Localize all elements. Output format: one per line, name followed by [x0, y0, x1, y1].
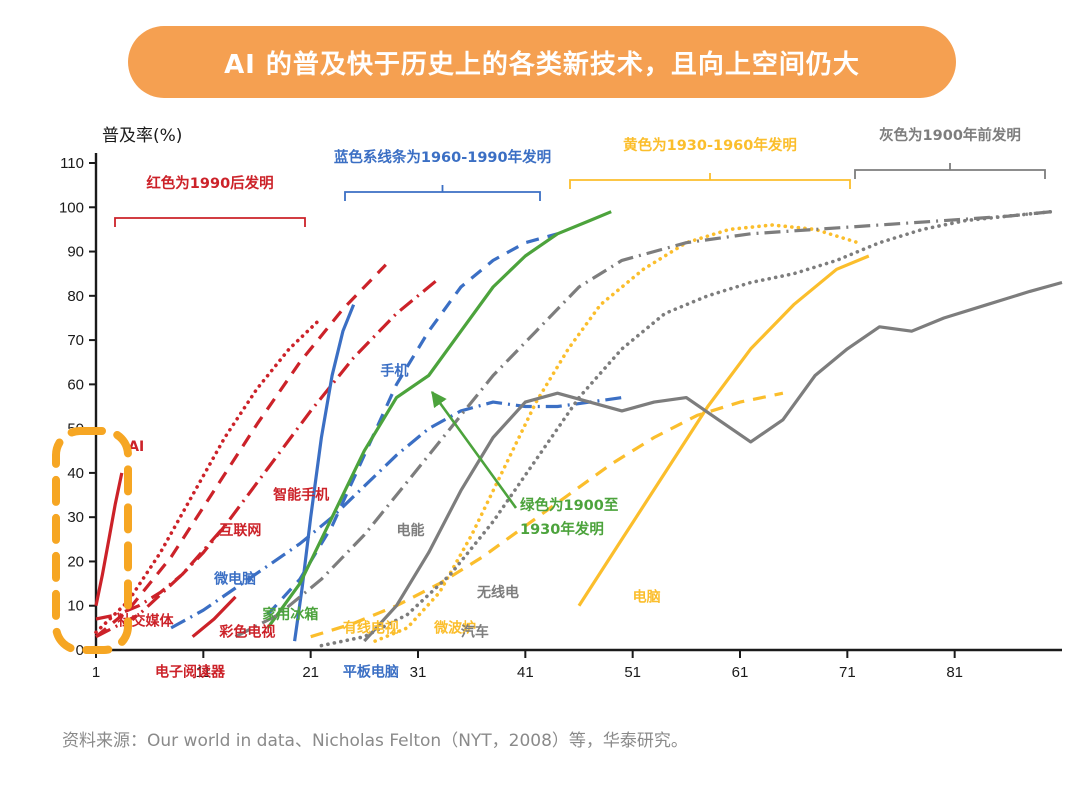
- series-label-AI: AI: [128, 439, 144, 455]
- page-title: AI 的普及快于历史上的各类新技术，且向上空间仍大: [224, 49, 860, 80]
- legend-label-gray: 灰色为1900年前发明: [879, 126, 1021, 144]
- series-label-家用冰箱: 家用冰箱: [262, 606, 318, 623]
- legend-bracket-yellow: [569, 179, 851, 189]
- y-tick-label: 0: [76, 642, 84, 659]
- chart-series-lines: [94, 209, 1063, 648]
- series-line-微波炉: [373, 223, 860, 643]
- series-label-电能: 电能: [397, 522, 425, 539]
- y-tick-label: 20: [67, 553, 84, 570]
- green-annotation-arrow: [430, 390, 518, 509]
- series-line-AI: [94, 472, 124, 607]
- series-label-手机: 手机: [380, 363, 408, 380]
- legend-bracket-blue: [344, 191, 541, 201]
- series-label-有线电视: 有线电视: [343, 619, 399, 636]
- x-tick-label: 71: [839, 664, 856, 681]
- series-label-平板电脑: 平板电脑: [343, 664, 399, 681]
- x-tick-label: 21: [302, 664, 319, 681]
- legend-bracket-red: [114, 217, 306, 227]
- series-line-微电脑: [170, 396, 623, 630]
- source-note: 资料来源：Our world in data、Nicholas Felton（N…: [62, 731, 688, 751]
- green-annotation-text-line1: 绿色为1900至: [520, 496, 619, 514]
- series-label-汽车: 汽车: [461, 624, 489, 641]
- y-axis-title: 普及率(%): [102, 126, 182, 146]
- chart-legend: 红色为1990后发明 蓝色系线条为1960-1990年发明 黄色为1930-1960…: [114, 126, 1046, 227]
- y-tick-label: 70: [67, 332, 84, 349]
- series-line-互联网: [95, 276, 441, 639]
- series-line-社交媒体: [95, 524, 227, 621]
- green-annotation-text-line2: 1930年发明: [520, 520, 604, 538]
- chart-container: 0 10 20 30 40 50 60 70 80 90 100 110 1 11 21 31 41 51 61 71…: [0, 110, 1080, 690]
- series-line-电能: [234, 210, 1052, 639]
- series-line-平板电脑: [293, 304, 356, 642]
- series-line-电脑: [577, 254, 870, 607]
- legend-label-red: 红色为1990后发明: [146, 174, 273, 192]
- y-tick-label: 30: [67, 509, 84, 526]
- y-tick-label: 40: [67, 465, 84, 482]
- ai-highlight-box: [52, 427, 132, 654]
- x-tick-label: 61: [732, 664, 749, 681]
- x-tick-label: 51: [624, 664, 641, 681]
- series-label-微波炉: 微波炉: [433, 619, 476, 636]
- x-tick-label: 81: [946, 664, 963, 681]
- series-line-汽车: [319, 209, 1054, 648]
- series-label-智能手机: 智能手机: [272, 486, 329, 503]
- series-label-无线电: 无线电: [476, 584, 519, 601]
- legend-label-blue: 蓝色系线条为1960-1990年发明: [334, 148, 551, 166]
- series-line-无线电: [363, 280, 1063, 643]
- x-tick-label: 11: [196, 664, 212, 681]
- series-line-电子阅读器: [94, 316, 324, 635]
- series-label-互联网: 互联网: [219, 523, 261, 539]
- series-line-家用冰箱: [266, 210, 612, 629]
- y-tick-label: 80: [67, 288, 84, 305]
- y-tick-label: 110: [60, 155, 84, 172]
- title-banner: AI 的普及快于历史上的各类新技术，且向上空间仍大: [128, 26, 956, 98]
- x-tick-label: 31: [410, 664, 427, 681]
- chart-annotation-green: 绿色为1900至 1930年发明: [430, 390, 619, 538]
- x-tick-label: 1: [92, 664, 100, 681]
- x-tick-label: 41: [517, 664, 534, 681]
- legend-label-yellow: 黄色为1930-1960年发明: [623, 136, 797, 154]
- series-label-电子阅读器: 电子阅读器: [155, 664, 226, 681]
- series-line-彩色电视: [191, 595, 237, 638]
- series-line-有线电视: [310, 391, 784, 639]
- series-label-微电脑: 微电脑: [213, 571, 256, 588]
- y-tick-label: 90: [67, 244, 84, 261]
- ai-highlight-rect: [52, 427, 132, 654]
- y-tick-label: 10: [67, 598, 84, 615]
- y-tick-label: 60: [67, 376, 84, 393]
- series-line-智能手机: [94, 263, 387, 638]
- y-tick-label: 100: [59, 199, 84, 216]
- series-label-彩色电视: 彩色电视: [218, 624, 275, 641]
- chart-series-labels: AI社交媒体互联网电子阅读器智能手机彩色电视微电脑手机平板电脑家用冰箱有线电视微…: [116, 363, 660, 681]
- legend-bracket-gray: [854, 169, 1046, 179]
- series-label-电脑: 电脑: [633, 588, 661, 605]
